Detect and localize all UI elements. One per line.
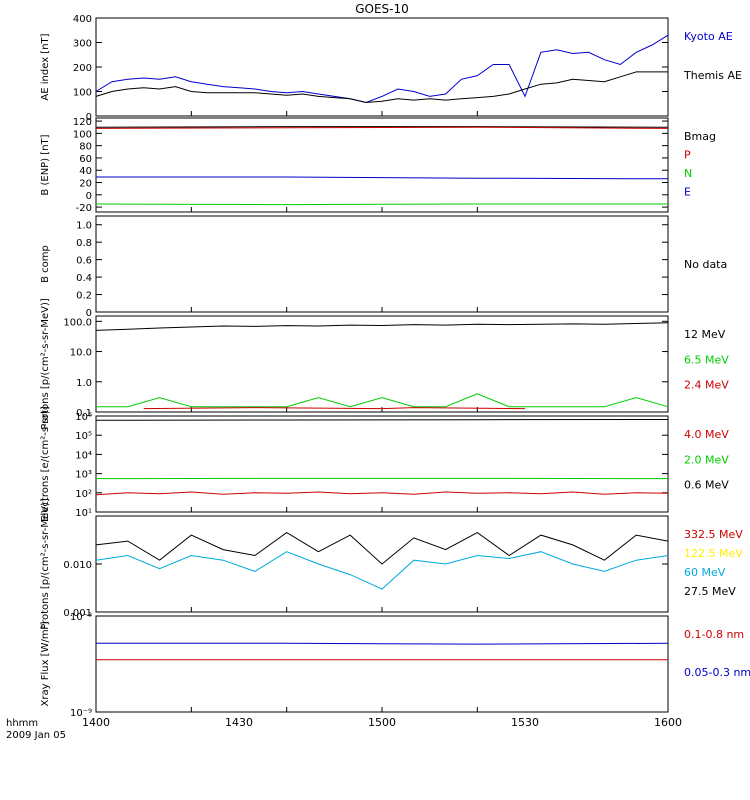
y-axis-label-2: B (ENP) [nT] xyxy=(40,134,51,195)
legend-label-5-3: 0.6 MeV xyxy=(684,479,729,492)
legend-label-2-4: E xyxy=(684,186,691,199)
y-tick-label: 100 xyxy=(73,88,92,99)
legend-label-5-1: 4.0 MeV xyxy=(684,428,729,441)
series-line-2-3 xyxy=(95,203,668,206)
series-line-4-1 xyxy=(95,322,669,331)
legend-label-7-1: 0.1-0.8 nm xyxy=(684,628,744,641)
y-tick-label: 0.4 xyxy=(76,273,92,284)
y-tick-label: 100 xyxy=(73,129,92,140)
y-tick-label: 0.2 xyxy=(76,291,92,302)
legend-label-4-3: 2.4 MeV xyxy=(684,379,729,392)
x-tick-label: 1400 xyxy=(82,716,110,729)
y-tick-label: 0 xyxy=(86,191,92,202)
legend-label-5-2: 2.0 MeV xyxy=(684,453,729,466)
y-tick-label: 0.010 xyxy=(63,560,92,571)
legend-label-2-2: P xyxy=(684,149,691,162)
date-label: 2009 Jan 05 xyxy=(6,730,66,741)
x-tick-label: 1430 xyxy=(225,716,253,729)
y-axis-label-4: Protons [p/(cm²-s-sr-MeV)] xyxy=(40,298,51,430)
chart-title: GOES-10 xyxy=(355,2,409,16)
series-line-7-2 xyxy=(96,642,669,645)
y-axis-label-3: B comp xyxy=(40,245,51,283)
panel-frame-5 xyxy=(95,415,669,513)
y-tick-label: 10⁴ xyxy=(75,450,92,461)
y-tick-label: 400 xyxy=(73,14,92,25)
series-line-5-1 xyxy=(95,491,669,496)
legend-label-6-4: 27.5 MeV xyxy=(684,585,736,598)
y-axis-label-7: Xray Flux [W/m²] xyxy=(40,621,51,706)
series-line-2-1 xyxy=(95,126,669,128)
legend-label-7-2: 0.05-0.3 nm xyxy=(684,666,750,679)
panel-frame-3 xyxy=(95,215,669,313)
y-tick-label: 20 xyxy=(79,179,92,190)
y-axis-label-6: Protons [p/(cm²-s-sr-MeV)] xyxy=(40,498,51,630)
y-tick-label: 120 xyxy=(73,117,92,128)
series-line-2-2 xyxy=(95,126,669,129)
y-tick-label: 10.0 xyxy=(70,348,92,359)
legend-label-2-1: Bmag xyxy=(684,130,716,143)
panel-frame-2 xyxy=(95,117,669,213)
series-line-5-3 xyxy=(95,419,669,421)
y-tick-label: 1.0 xyxy=(76,378,92,389)
series-line-6-4 xyxy=(95,532,669,565)
legend-label-2-3: N xyxy=(684,167,692,180)
y-tick-label: 10⁻⁹ xyxy=(70,708,92,719)
y-axis-label-1: AE index [nT] xyxy=(40,33,51,100)
y-tick-label: 0 xyxy=(86,308,92,319)
y-tick-label: 1.0 xyxy=(76,221,92,232)
y-tick-label: 100.0 xyxy=(63,317,92,328)
x-tick-label: 1530 xyxy=(511,716,539,729)
y-tick-label: 10⁻⁸ xyxy=(70,612,92,623)
x-axis-unit-label: hhmm xyxy=(6,718,38,729)
series-line-4-2 xyxy=(96,393,669,408)
y-axis-label-5: Electrons [e/(cm²-s-sr)] xyxy=(40,406,51,522)
legend-label-1-1: Kyoto AE xyxy=(684,30,733,43)
y-tick-label: 10³ xyxy=(75,470,92,481)
y-tick-label: 10⁶ xyxy=(75,412,92,423)
legend-label-6-2: 122.5 MeV xyxy=(684,547,743,560)
y-tick-label: 40 xyxy=(79,166,92,177)
legend-label-4-1: 12 MeV xyxy=(684,328,726,341)
y-tick-label: 0.001 xyxy=(63,608,92,619)
no-data-label: No data xyxy=(684,258,727,271)
y-tick-label: 200 xyxy=(73,63,92,74)
x-tick-label: 1500 xyxy=(368,716,396,729)
legend-label-6-3: 60 MeV xyxy=(684,566,726,579)
y-tick-label: 0.6 xyxy=(76,256,92,267)
y-tick-label: 80 xyxy=(79,142,92,153)
y-tick-label: -20 xyxy=(76,203,92,214)
series-line-1-2 xyxy=(95,71,668,104)
y-tick-label: 10¹ xyxy=(75,508,92,519)
series-line-4-3 xyxy=(143,407,526,410)
y-tick-label: 0 xyxy=(86,112,92,123)
y-tick-label: 0.1 xyxy=(76,408,92,419)
x-tick-label: 1600 xyxy=(654,716,682,729)
y-tick-label: 300 xyxy=(73,39,92,50)
legend-label-6-1: 332.5 MeV xyxy=(684,528,743,541)
series-line-2-4 xyxy=(96,176,669,180)
y-tick-label: 10⁵ xyxy=(75,431,92,442)
series-line-1-1 xyxy=(95,34,669,104)
legend-label-4-2: 6.5 MeV xyxy=(684,353,729,366)
panel-frame-7 xyxy=(95,615,669,713)
legend-label-1-2: Themis AE xyxy=(683,69,742,82)
y-tick-label: 10² xyxy=(75,489,92,500)
series-line-6-3 xyxy=(95,551,669,590)
y-tick-label: 60 xyxy=(79,154,92,165)
y-tick-label: 0.8 xyxy=(76,238,92,249)
